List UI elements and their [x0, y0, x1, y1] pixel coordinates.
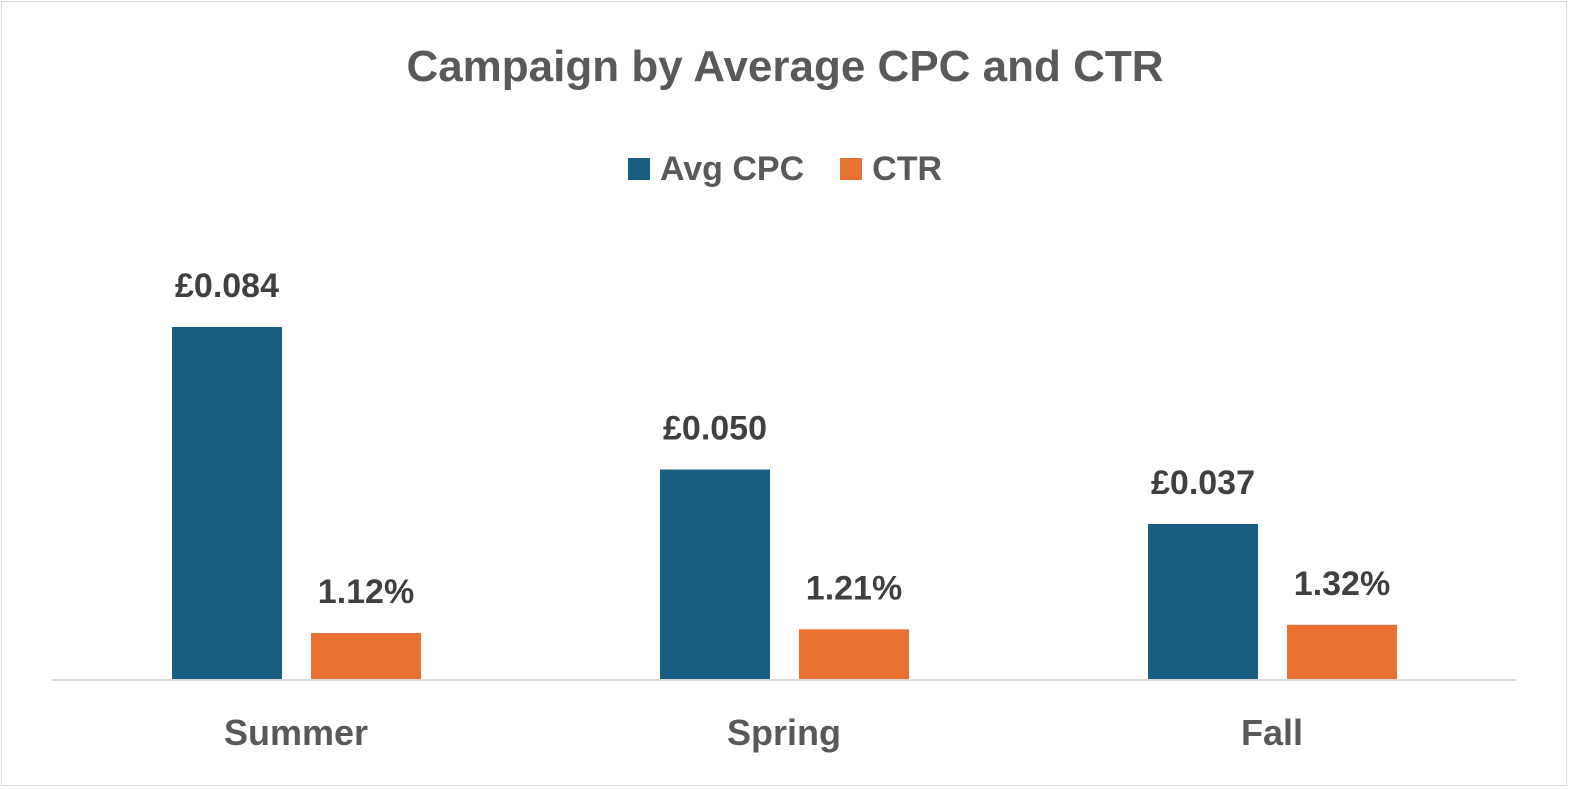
- legend-item-ctr: CTR: [840, 148, 942, 190]
- bar-avg-cpc-spring: [660, 469, 770, 679]
- bar-ctr-spring: [799, 629, 909, 679]
- chart-title: Campaign by Average CPC and CTR: [406, 42, 1164, 91]
- data-label-avg-cpc-spring: £0.050: [663, 410, 767, 448]
- data-label-ctr-spring: 1.21%: [806, 569, 902, 607]
- category-label-summer: Summer: [224, 712, 368, 753]
- data-label-avg-cpc-summer: £0.084: [175, 267, 279, 305]
- bar-ctr-summer: [311, 633, 421, 679]
- category-label-fall: Fall: [1241, 712, 1303, 753]
- legend-item-avg-cpc: Avg CPC: [627, 148, 805, 190]
- chart-legend: Avg CPC CTR: [0, 148, 1570, 190]
- data-label-ctr-summer: 1.12%: [318, 573, 414, 611]
- bar-avg-cpc-summer: [172, 327, 282, 679]
- data-label-avg-cpc-fall: £0.037: [1151, 464, 1255, 502]
- legend-swatch-ctr: [840, 158, 863, 180]
- bar-ctr-fall: [1287, 624, 1397, 679]
- category-label-spring: Spring: [727, 712, 841, 753]
- bar-avg-cpc-fall: [1148, 524, 1258, 679]
- data-label-ctr-fall: 1.32%: [1294, 565, 1390, 603]
- legend-label-ctr: CTR: [872, 150, 943, 188]
- legend-label-avg-cpc: Avg CPC: [659, 150, 805, 188]
- legend-swatch-avg-cpc: [627, 158, 650, 180]
